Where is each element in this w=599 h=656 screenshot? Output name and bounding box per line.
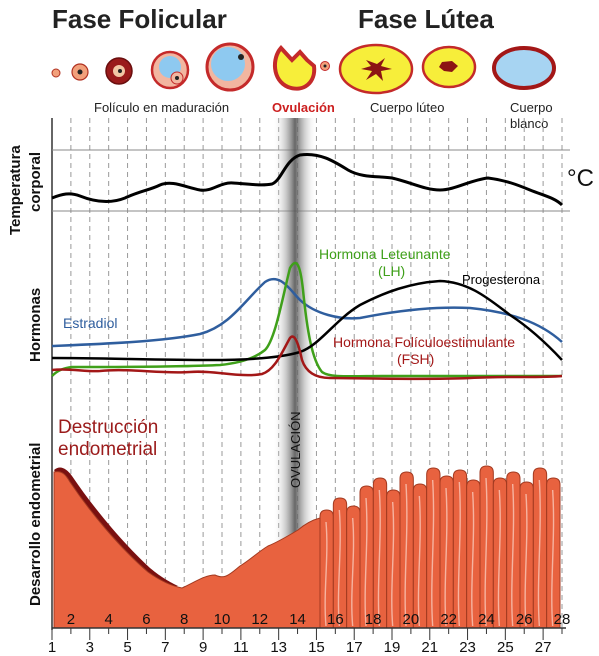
estradiol-label: Estradiol <box>63 315 117 331</box>
endometrium-gland <box>497 489 501 627</box>
follicle-stage-1 <box>51 68 61 78</box>
day-label: 16 <box>327 611 344 628</box>
corpus-albicans-label-2: blanco <box>510 116 548 131</box>
day-label: 26 <box>516 611 533 628</box>
temperature-row-label-1: Temperatura <box>7 145 24 235</box>
day-label: 19 <box>384 639 401 656</box>
estradiol-curve <box>51 277 563 348</box>
day-label: 12 <box>251 611 268 628</box>
endometrium-gland <box>457 481 461 627</box>
luteal-phase-title: Fase Lútea <box>358 4 494 34</box>
fsh-label-2: (FSH) <box>397 351 434 367</box>
endometrium-gland <box>444 487 448 627</box>
day-label: 22 <box>440 611 457 628</box>
day-label: 14 <box>289 611 306 628</box>
day-label: 28 <box>554 611 571 628</box>
day-label: 18 <box>365 611 382 628</box>
day-label: 25 <box>497 639 514 656</box>
endometrial-destruction-label-2: endometrial <box>58 439 157 460</box>
day-label: 6 <box>142 611 150 628</box>
endometrium-gland <box>471 491 475 627</box>
day-label: 24 <box>478 611 495 628</box>
endometrium-gland <box>324 521 328 627</box>
follicle-stages <box>51 42 556 95</box>
maturing-follicle-label: Folículo en maduración <box>94 100 229 115</box>
endometrium-gland <box>484 477 488 627</box>
endometrium-gland <box>377 489 381 627</box>
endometrium-gland <box>364 497 368 627</box>
day-label: 7 <box>161 639 169 656</box>
endometrium-gland <box>404 483 408 627</box>
day-label: 3 <box>86 639 94 656</box>
day-label: 2 <box>67 611 75 628</box>
progesterone-label: Progesterona <box>462 272 541 287</box>
endometrium-gland <box>391 501 395 627</box>
day-label: 9 <box>199 639 207 656</box>
endometrium-row-label: Desarrollo endometrial <box>27 443 44 606</box>
endometrium-proliferation <box>319 465 561 629</box>
hormones-row-label: Hormonas <box>27 288 44 362</box>
day-label: 13 <box>270 639 287 656</box>
corpus-luteum-label: Cuerpo lúteo <box>370 100 444 115</box>
ovulation-follicle <box>273 45 317 91</box>
endometrium-gland <box>417 495 421 627</box>
lh-label-1: Hormona Leteunante <box>319 246 451 262</box>
lh-curve <box>51 261 562 378</box>
endometrium-gland <box>511 483 515 627</box>
ovulation-label: Ovulación <box>272 100 335 115</box>
temperature-row-label-2: corporal <box>27 152 44 212</box>
endometrium-gland <box>351 517 355 627</box>
endometrium-gland <box>337 509 341 627</box>
endometrium-gland <box>551 489 555 627</box>
ovulation-band-label: OVULACIÓN <box>288 411 303 488</box>
endometrium-gland <box>431 479 435 627</box>
day-label: 17 <box>346 639 363 656</box>
fsh-curve <box>51 335 563 381</box>
endometrium-shedding <box>53 471 321 629</box>
endometrial-destruction-label-1: Destrucción <box>58 417 158 438</box>
day-label: 27 <box>535 639 552 656</box>
day-label: 15 <box>308 639 325 656</box>
day-label: 8 <box>180 611 188 628</box>
day-label: 20 <box>403 611 420 628</box>
progesterone-curve <box>51 279 563 362</box>
follicular-phase-title: Fase Folicular <box>52 4 227 34</box>
endometrium-dark-layer <box>54 467 178 590</box>
temperature-curve <box>51 152 564 207</box>
day-label: 4 <box>104 611 112 628</box>
day-label: 23 <box>459 639 476 656</box>
day-label: 1 <box>48 639 56 656</box>
corpus-albicans-label-1: Cuerpo <box>510 100 553 115</box>
day-label: 11 <box>233 639 249 656</box>
lh-label-2: (LH) <box>378 263 405 279</box>
day-axis-labels: 1234567891011121314151617181920212223242… <box>48 611 571 656</box>
corpus-albicans <box>492 46 556 90</box>
endometrium-gland <box>524 493 528 627</box>
temperature-unit: °C <box>567 165 594 192</box>
day-label: 10 <box>214 611 231 628</box>
fsh-label-1: Hormona Folículoestimulante <box>333 334 515 350</box>
day-label: 5 <box>123 639 131 656</box>
day-label: 21 <box>421 639 438 656</box>
endometrium-gland <box>537 479 541 627</box>
